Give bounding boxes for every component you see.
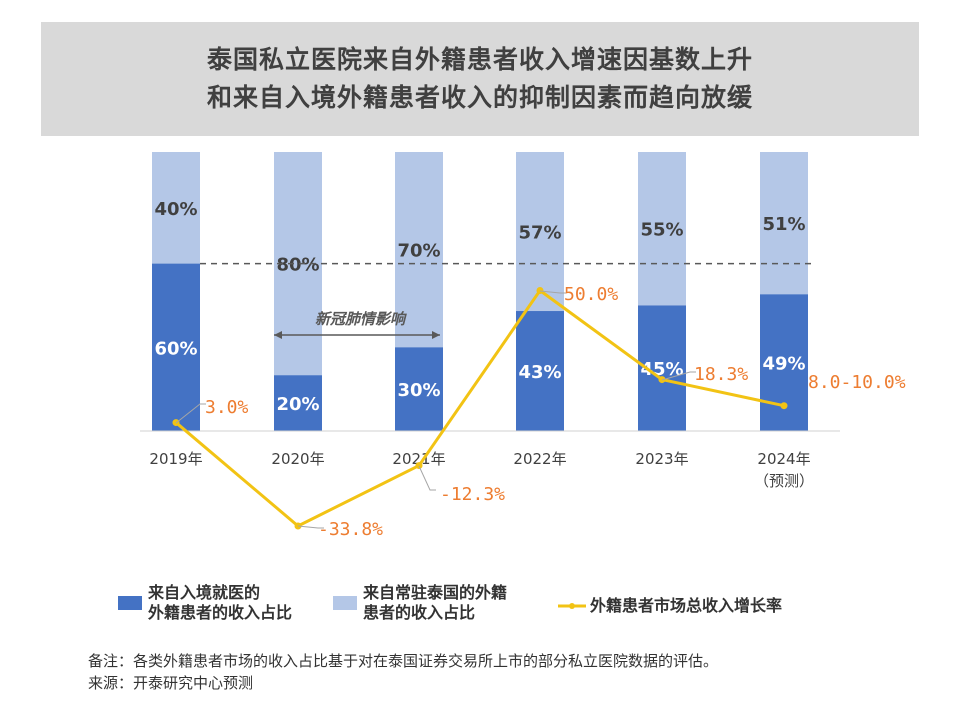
growth-label: 50.0% <box>564 284 618 305</box>
title-line-1: 泰国私立医院来自外籍患者收入增速因基数上升 <box>206 45 753 74</box>
growth-point <box>536 287 544 294</box>
bar-inbound <box>152 263 200 431</box>
legend-item-growth: 外籍患者市场总收入增长率 <box>558 596 782 616</box>
title-banner: 泰国私立医院来自外籍患者收入增速因基数上升 和来自入境外籍患者收入的抑制因素而趋… <box>41 22 919 136</box>
bar-label-inbound: 49% <box>762 354 805 375</box>
growth-label: -33.8% <box>318 519 383 540</box>
bar-label-inbound: 45% <box>640 359 683 380</box>
bar-label-resident: 70% <box>397 241 440 262</box>
bar-inbound <box>516 311 564 431</box>
x-tick-label: 2020年 <box>271 450 324 468</box>
bar-resident <box>395 152 443 348</box>
bar-inbound <box>274 375 322 431</box>
legend-swatch-resident <box>333 596 357 610</box>
x-tick-label: 2023年 <box>635 450 688 468</box>
source-text: 来源：开泰研究中心预测 <box>88 674 254 692</box>
bar-resident <box>516 152 564 312</box>
growth-point <box>780 402 788 410</box>
label-leader-line <box>539 290 566 294</box>
growth-point <box>294 522 302 530</box>
bar-label-inbound: 30% <box>397 380 440 401</box>
legend-item-inbound: 来自入境就医的 外籍患者的收入占比 <box>118 583 292 623</box>
growth-line <box>175 289 785 528</box>
legend-line-marker-icon <box>558 603 586 609</box>
bar-label-inbound: 20% <box>276 394 319 415</box>
growth-label: 8.0-10.0% <box>808 372 906 393</box>
legend-swatch-inbound <box>118 596 142 610</box>
x-tick-label: 2019年 <box>149 450 202 468</box>
bar-label-resident: 40% <box>154 199 197 220</box>
bar-label-resident: 80% <box>276 255 319 276</box>
bar-label-inbound: 60% <box>154 338 197 359</box>
growth-label: 18.3% <box>694 364 748 385</box>
x-tick-label: 2024年 <box>757 450 810 468</box>
bar-resident <box>760 152 808 295</box>
legend-label-line: 外籍患者的收入占比 <box>148 603 293 622</box>
legend-label-line: 来自入境就医的 <box>148 583 261 602</box>
bar-inbound <box>395 347 443 431</box>
annotation-text: 新冠肺情影响 <box>315 310 407 328</box>
x-tick-label: 2021年 <box>392 450 445 468</box>
bar-label-inbound: 43% <box>518 362 561 383</box>
label-leader-line <box>418 465 436 491</box>
title-line-2: 和来自入境外籍患者收入的抑制因素而趋向放缓 <box>206 83 753 112</box>
annotation-arrowhead-left <box>274 331 282 339</box>
growth-label: -12.3% <box>440 484 505 505</box>
annotation-arrowhead-right <box>432 331 440 339</box>
label-leader-line <box>661 371 696 381</box>
bar-label-resident: 55% <box>640 220 683 241</box>
note-text: 备注：各类外籍患者市场的收入占比基于对在泰国证券交易所上市的部分私立医院数据的评… <box>88 652 719 670</box>
x-tick-sublabel: （预测） <box>754 472 814 490</box>
label-leader-line <box>175 403 206 424</box>
growth-label: 3.0% <box>205 397 249 418</box>
bar-label-resident: 57% <box>518 223 561 244</box>
label-leader-line <box>297 525 324 529</box>
bar-resident <box>152 152 200 264</box>
x-tick-label: 2022年 <box>513 450 566 468</box>
bar-resident <box>638 152 686 306</box>
legend-label-line: 来自常驻泰国的外籍 <box>363 583 508 602</box>
legend-label-line: 外籍患者市场总收入增长率 <box>590 596 783 615</box>
legend-item-resident: 来自常驻泰国的外籍 患者的收入占比 <box>333 583 507 623</box>
bar-label-resident: 51% <box>762 214 805 235</box>
legend-label-line: 患者的收入占比 <box>363 603 476 622</box>
growth-point <box>415 462 423 470</box>
